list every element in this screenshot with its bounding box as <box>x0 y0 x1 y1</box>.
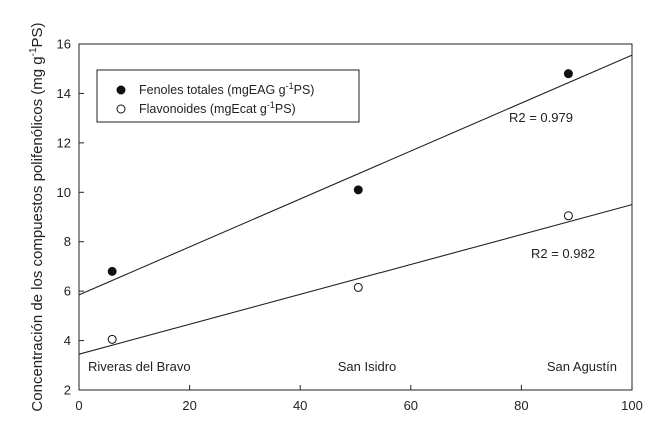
y-tick-label: 14 <box>57 86 71 101</box>
legend-label-fenoles-suffix: PS) <box>294 83 315 97</box>
x-tick-label: 20 <box>182 398 196 413</box>
legend-label-flavonoides-sup: -1 <box>267 100 275 110</box>
site-label-san-agustin: San Agustín <box>547 359 617 374</box>
x-tick-label: 60 <box>404 398 418 413</box>
data-point-flavonoides <box>563 211 573 221</box>
plot-frame <box>78 43 633 391</box>
legend: Fenoles totales (mgEAG g-1PS) Flavonoide… <box>96 69 360 123</box>
y-axis-label: Concentración de los compuestos polifenó… <box>28 22 46 411</box>
legend-box <box>96 69 360 123</box>
data-point-flavonoides <box>107 334 117 344</box>
y-tick-label: 4 <box>64 333 71 348</box>
legend-label-fenoles: Fenoles totales (mgEAG g-1PS) <box>139 81 314 97</box>
x-tick-label: 80 <box>514 398 528 413</box>
legend-label-flavonoides-suffix: PS) <box>275 102 296 116</box>
site-label-riveras: Riveras del Bravo <box>88 359 191 374</box>
legend-marker-flavonoides <box>116 104 126 114</box>
data-point-flavonoides <box>353 282 363 292</box>
x-tick-label: 0 <box>75 398 82 413</box>
trend-line-fenoles <box>78 54 633 296</box>
legend-label-fenoles-prefix: Fenoles totales (mgEAG g <box>139 83 286 97</box>
x-tick-label: 100 <box>621 398 643 413</box>
y-tick-label: 6 <box>64 284 71 299</box>
x-tick-label: 40 <box>293 398 307 413</box>
y-tick-label: 10 <box>57 185 71 200</box>
data-point-fenoles <box>107 266 117 276</box>
legend-label-flavonoides-prefix: Flavonoides (mgEcat g <box>139 102 267 116</box>
legend-marker-fenoles <box>116 85 126 95</box>
data-point-fenoles <box>563 69 573 79</box>
y-axis-label-suffix: PS) <box>29 22 46 47</box>
data-points <box>107 69 573 344</box>
y-tick-label: 2 <box>64 383 71 398</box>
y-tick-label: 16 <box>57 37 71 52</box>
y-tick-label: 8 <box>64 234 71 249</box>
legend-label-flavonoides: Flavonoides (mgEcat g-1PS) <box>139 100 296 116</box>
r2-label-flavonoides: R2 = 0.982 <box>531 246 595 261</box>
y-axis-label-sup: -1 <box>28 47 39 56</box>
y-axis-label-prefix: Concentración de los compuestos polifenó… <box>29 56 46 411</box>
site-label-san-isidro: San Isidro <box>338 359 397 374</box>
y-tick-label: 12 <box>57 135 71 150</box>
trend-line-flavonoides <box>78 204 633 355</box>
r2-label-fenoles: R2 = 0.979 <box>509 110 573 125</box>
axis-ticks: 0 20 40 60 80 100 2 4 6 8 10 12 14 16 <box>57 37 643 414</box>
data-point-fenoles <box>353 185 363 195</box>
legend-label-fenoles-sup: -1 <box>286 81 294 91</box>
trend-lines <box>78 54 633 355</box>
